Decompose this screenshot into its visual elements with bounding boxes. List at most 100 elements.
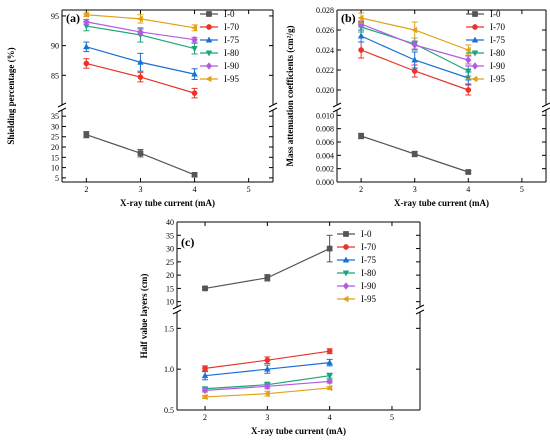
axis-break-mark <box>57 102 67 108</box>
x-tick-label: 2 <box>359 185 363 194</box>
data-point <box>202 365 208 372</box>
data-point <box>326 359 333 366</box>
legend-label: I-0 <box>490 9 501 19</box>
y-tick-label: 5 <box>55 174 59 183</box>
legend-label: I-80 <box>490 48 505 58</box>
y-tick-label: 35 <box>51 112 59 121</box>
data-point <box>411 41 418 49</box>
legend-marker <box>471 50 479 57</box>
data-point <box>326 348 333 354</box>
legend-label: I-75 <box>361 255 376 265</box>
data-point <box>357 32 365 39</box>
axis-break-mark <box>172 304 182 310</box>
y-tick-label: 25 <box>166 258 174 267</box>
data-point <box>83 131 90 138</box>
legend-label: I-70 <box>224 22 239 32</box>
y-tick-label: 15 <box>166 284 174 293</box>
legend-marker <box>205 75 212 83</box>
y-tick-label: 85 <box>51 71 59 80</box>
y-tick-label: 0.028 <box>316 6 334 15</box>
data-point <box>411 151 418 157</box>
legend-marker <box>205 50 213 57</box>
data-point <box>191 24 198 32</box>
y-axis-label: Shielding percentage (%) <box>6 47 16 144</box>
data-point <box>326 384 333 392</box>
axis-break-mark <box>415 309 425 315</box>
axis-break-mark <box>57 107 67 113</box>
axis-break-mark <box>415 304 425 310</box>
data-point <box>264 382 271 391</box>
data-point <box>202 285 208 292</box>
legend-marker <box>471 36 479 43</box>
x-axis-label: X-ray tube current (mA) <box>251 426 346 436</box>
y-tick-label: 10 <box>51 164 59 173</box>
data-point <box>137 74 144 80</box>
data-point <box>326 373 333 380</box>
data-point <box>191 46 198 53</box>
x-tick-label: 4 <box>466 185 470 194</box>
legend-label: I-90 <box>490 61 505 71</box>
y-tick-label: 40 <box>166 218 174 227</box>
data-point <box>264 357 271 363</box>
x-tick-label: 3 <box>413 185 417 194</box>
legend-label: I-90 <box>224 61 239 71</box>
data-point <box>137 28 144 36</box>
y-tick-label: 1.5 <box>164 324 174 333</box>
x-axis-label: X-ray tube current (mA) <box>394 198 489 208</box>
legend-label: I-0 <box>361 229 372 239</box>
legend-label: I-75 <box>490 35 505 45</box>
data-point <box>191 171 198 178</box>
legend-marker <box>343 244 349 250</box>
data-point <box>264 365 271 372</box>
axis-break-mark <box>332 102 342 108</box>
y-axis-label: Mass attenuation coefficients (cm²/g) <box>285 26 295 167</box>
x-tick-label: 2 <box>203 413 207 422</box>
legend-label: I-80 <box>361 268 376 278</box>
data-point <box>83 18 90 26</box>
axis-break-mark <box>541 102 550 108</box>
legend-marker <box>342 270 350 277</box>
data-point <box>326 245 333 252</box>
x-tick-label: 5 <box>520 185 524 194</box>
legend-label: I-95 <box>361 294 376 304</box>
data-point <box>465 68 472 75</box>
data-point <box>201 372 209 379</box>
legend-marker <box>342 282 350 290</box>
y-axis-label: Half value layers (cm) <box>139 274 149 359</box>
axis-break-mark <box>172 309 182 315</box>
y-tick-label: 0.004 <box>316 151 334 160</box>
y-tick-label: 1.0 <box>164 365 174 374</box>
data-point <box>264 274 271 281</box>
legend-marker <box>342 295 349 303</box>
data-point <box>263 390 270 397</box>
y-tick-label: 95 <box>51 12 59 21</box>
panel-label: (c) <box>181 235 194 249</box>
legend-label: I-70 <box>361 242 376 252</box>
y-tick-label: 0.000 <box>316 178 334 187</box>
data-point <box>201 386 209 395</box>
legend-marker <box>471 75 478 83</box>
y-tick-label: 20 <box>166 271 174 280</box>
data-point <box>82 11 89 19</box>
legend-marker <box>205 36 213 43</box>
data-point <box>136 15 143 23</box>
x-tick-label: 3 <box>265 413 269 422</box>
y-tick-label: 0.022 <box>316 66 334 75</box>
y-tick-label: 0.5 <box>164 406 174 415</box>
legend-marker <box>472 24 478 30</box>
y-tick-label: 0.024 <box>316 46 334 55</box>
y-tick-label: 0.020 <box>316 86 334 95</box>
y-tick-label: 30 <box>51 122 59 131</box>
x-tick-label: 3 <box>138 185 142 194</box>
y-tick-label: 10 <box>166 298 174 307</box>
data-point <box>464 46 471 54</box>
y-tick-label: 15 <box>51 153 59 162</box>
series-line-i-0 <box>204 248 330 289</box>
data-point <box>137 58 144 65</box>
panel-label: (a) <box>66 11 80 25</box>
legend-marker <box>471 62 479 70</box>
axis-break-mark <box>332 107 342 113</box>
y-tick-label: 35 <box>166 231 174 240</box>
data-point <box>358 47 364 53</box>
